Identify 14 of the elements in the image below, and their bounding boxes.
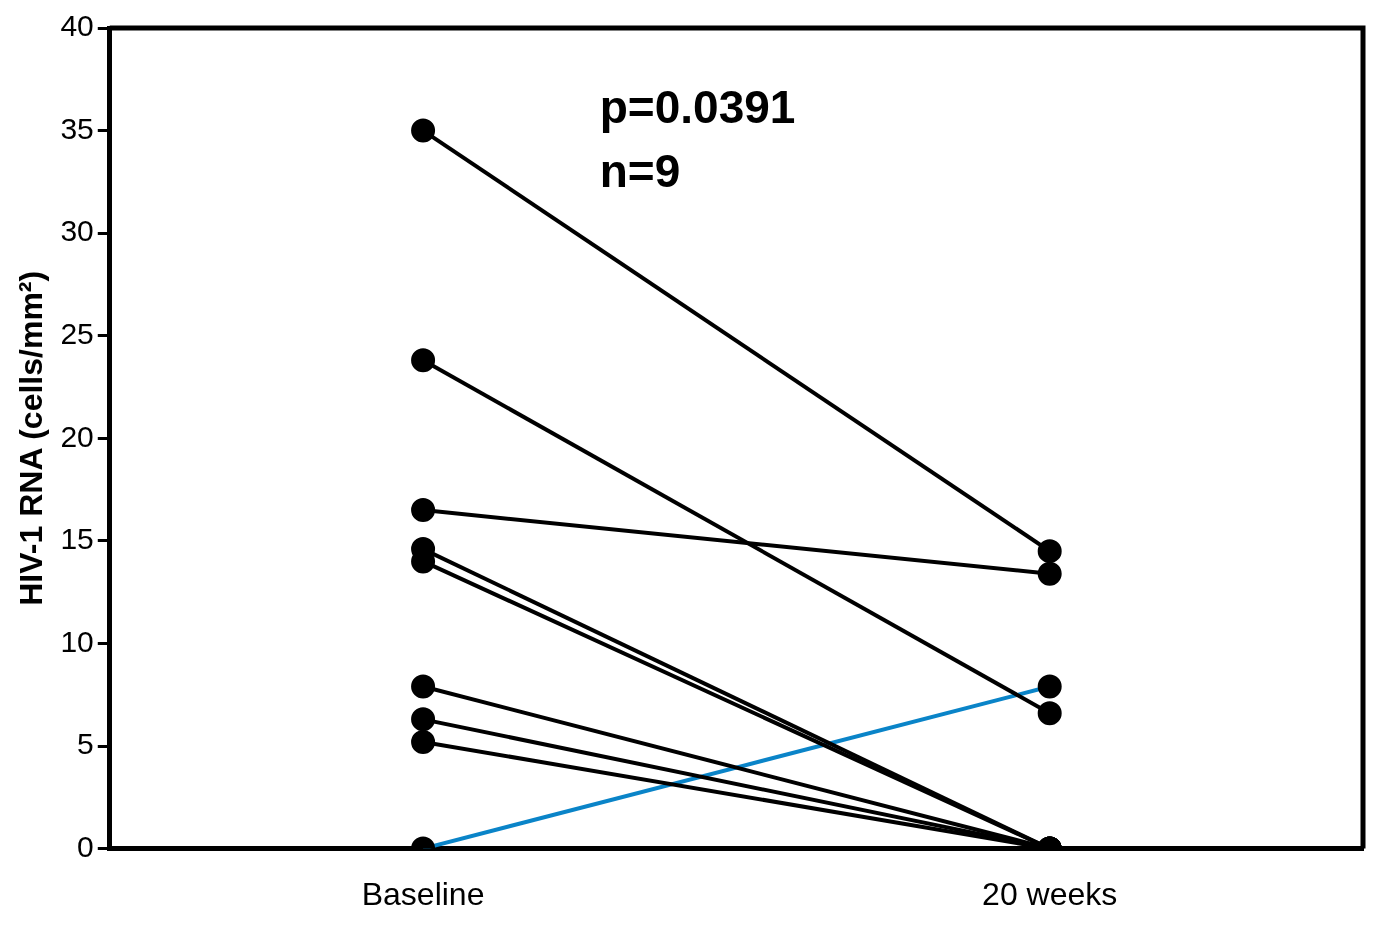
y-axis-title: HIV-1 RNA (cells/mm²)	[13, 270, 50, 606]
y-tick-label: 20	[60, 419, 94, 453]
y-tick-label: 5	[77, 727, 94, 761]
y-tick-label: 25	[60, 316, 94, 350]
y-tick-label: 30	[60, 214, 94, 248]
x-tick-label: Baseline	[361, 875, 485, 912]
y-tick-label: 40	[60, 9, 94, 43]
annotation: p=0.0391	[599, 80, 796, 133]
x-tick-label: 20 weeks	[982, 875, 1118, 912]
y-tick-label: 10	[60, 624, 94, 658]
y-tick-label: 35	[60, 111, 94, 145]
y-tick-label: 15	[60, 522, 94, 556]
annotation: n=9	[599, 144, 681, 197]
y-tick-label: 0	[77, 829, 94, 863]
